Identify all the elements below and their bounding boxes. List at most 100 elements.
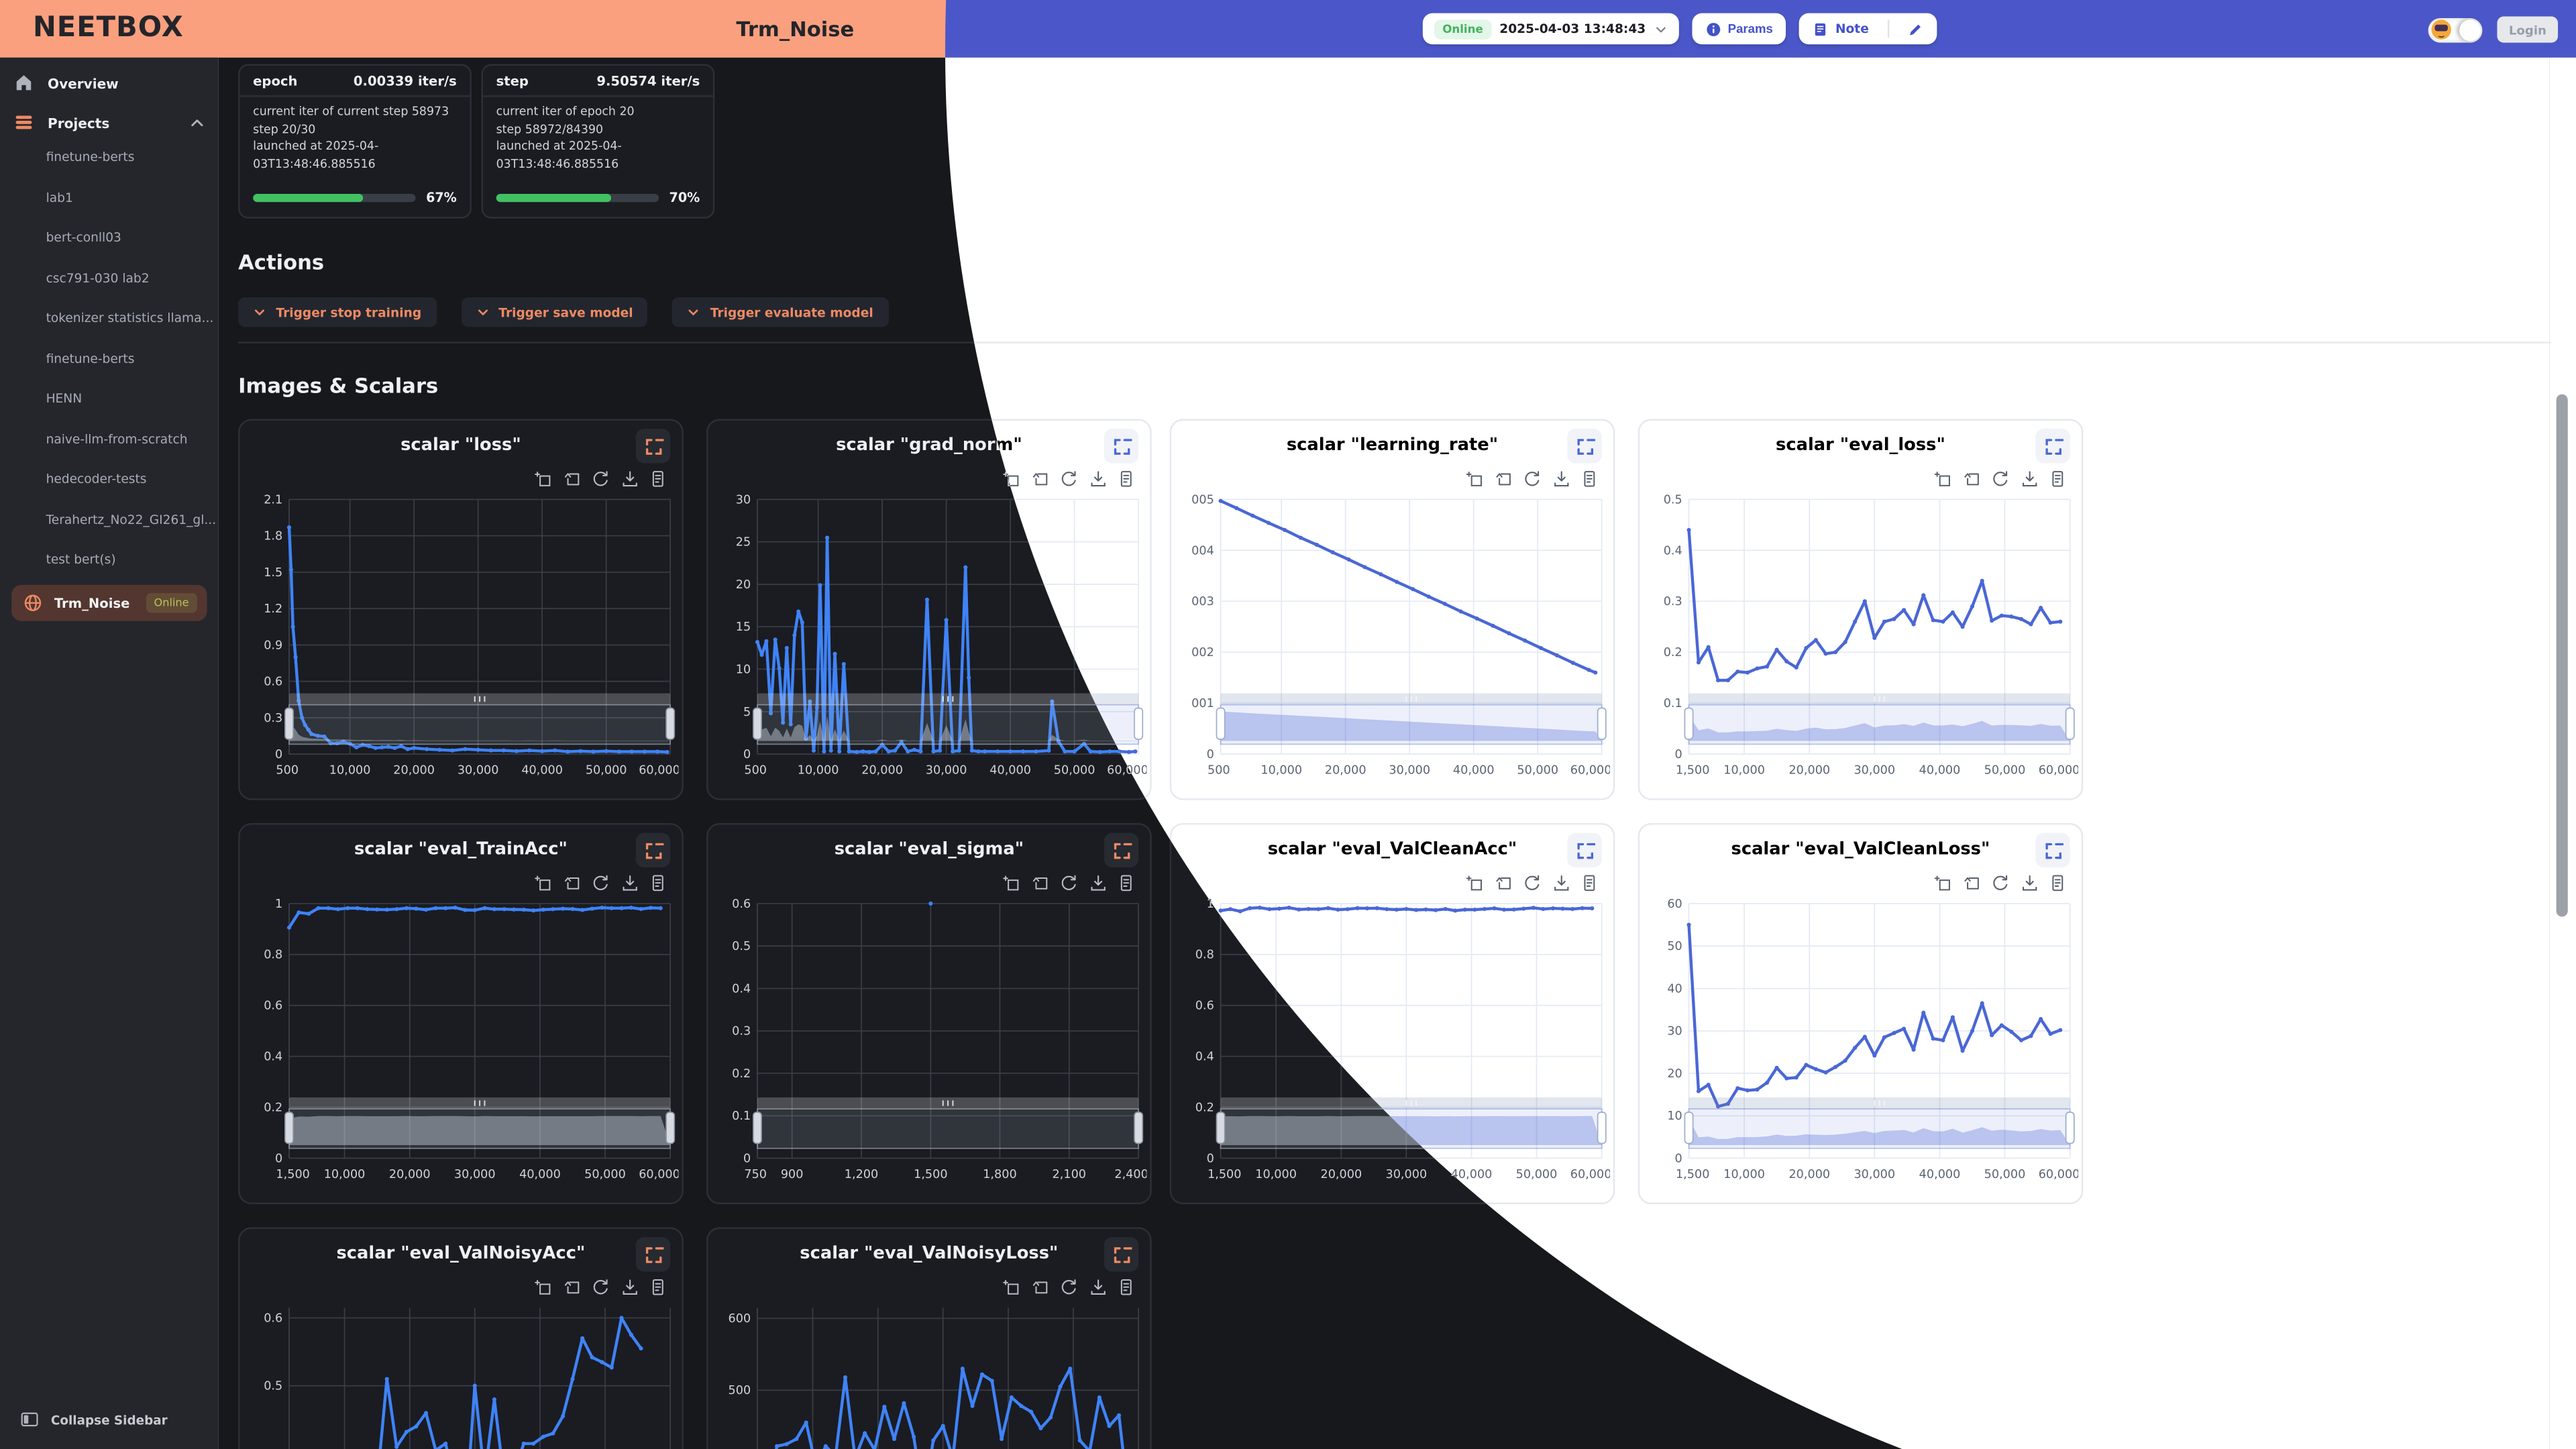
refresh-icon[interactable] [1991,874,2009,892]
download-icon[interactable] [620,470,638,488]
fullscreen-button[interactable] [1567,429,1602,464]
sidebar-item-project[interactable]: finetune-berts [46,350,135,366]
restore-selection-icon[interactable] [563,470,581,488]
datazoom-handle-right[interactable] [665,707,676,740]
sidebar-item-project[interactable]: bert-conll03 [46,229,121,245]
download-icon[interactable] [2020,874,2038,892]
scalar-line-chart[interactable]: 0 5 10 15 20 25 30 500 10,000 20,000 30,000 40,000 5… [714,490,1147,789]
sidebar-item-project[interactable]: HENN [46,390,83,406]
datazoom-handle-left[interactable] [284,1112,294,1144]
sidebar-item-project[interactable]: lab1 [46,189,73,205]
zoom-select-icon[interactable] [1002,874,1020,892]
sidebar-item-project[interactable]: tokenizer statistics llama... [46,310,214,325]
datazoom-handle-right[interactable] [1134,1112,1144,1144]
restore-selection-icon[interactable] [1494,874,1512,892]
datazoom-handle-left[interactable] [1216,707,1226,740]
datazoom-handle-left[interactable] [1216,1112,1226,1144]
sidebar-item-project[interactable]: test bert(s) [46,551,116,567]
restore-selection-icon[interactable] [1031,470,1049,488]
download-icon[interactable] [1552,470,1570,488]
scalar-line-chart[interactable]: 0.30.40.50.61,50010,00020,00030,00040,00… [246,1298,678,1449]
data-view-icon[interactable] [1117,470,1135,488]
action-trigger-button[interactable]: Trigger save model [460,297,648,327]
refresh-icon[interactable] [1523,470,1541,488]
refresh-icon[interactable] [592,470,610,488]
datazoom-handle-left[interactable] [284,707,294,740]
fullscreen-button[interactable] [1567,833,1602,868]
data-view-icon[interactable] [2049,470,2067,488]
fullscreen-button[interactable] [1104,429,1139,464]
datazoom-handle-left[interactable] [1684,1112,1694,1144]
sidebar-item-project[interactable]: csc791-030 lab2 [46,270,150,285]
data-view-icon[interactable] [649,874,667,892]
zoom-select-icon[interactable] [1002,1278,1020,1296]
scalar-line-chart[interactable]: 0 0.1 0.2 0.3 0.4 0.5 1,500 10,000 20,000 30,000 4… [1646,490,2078,789]
login-button[interactable]: Login [2497,16,2559,43]
download-icon[interactable] [2020,470,2038,488]
restore-selection-icon[interactable] [1962,470,1980,488]
fullscreen-button[interactable] [635,429,671,464]
zoom-select-icon[interactable] [1465,470,1483,488]
restore-selection-icon[interactable] [563,1278,581,1296]
datazoom-handle-right[interactable] [1597,707,1607,740]
collapse-sidebar-button[interactable]: Collapse Sidebar [19,1409,168,1429]
scalar-line-chart[interactable]: 0 10 20 30 40 50 60 1,500 10,000 20,000 30,000 40,0… [1646,894,2078,1193]
download-icon[interactable] [1088,874,1106,892]
datazoom-handle-left[interactable] [1684,707,1694,740]
fullscreen-button[interactable] [635,1237,671,1272]
download-icon[interactable] [1088,1278,1106,1296]
note-icon[interactable] [1813,21,1829,37]
zoom-select-icon[interactable] [1465,874,1483,892]
zoom-select-icon[interactable] [1933,874,1951,892]
datazoom-handle-left[interactable] [753,707,762,740]
datazoom-handle-left[interactable] [753,1112,762,1144]
restore-selection-icon[interactable] [1962,874,1980,892]
sidebar-group-projects[interactable]: Projects [13,112,206,133]
scalar-line-chart[interactable]: 0 0.3 0.6 0.9 1.2 1.5 1.8 2.1 500 10,000 20,000 30,… [246,490,678,789]
download-icon[interactable] [1552,874,1570,892]
toggle-knob[interactable] [2459,19,2481,41]
download-icon[interactable] [620,874,638,892]
restore-selection-icon[interactable] [1031,874,1049,892]
scalar-line-chart[interactable]: 0 0.1 0.2 0.3 0.4 0.5 0.6 750 900 1,200 1,500 1,800… [714,894,1146,1193]
data-view-icon[interactable] [649,1278,667,1296]
data-view-icon[interactable] [1117,1278,1135,1296]
restore-selection-icon[interactable] [1494,470,1512,488]
scalar-line-chart[interactable]: 3004005006001,50010,00020,00030,00040,00… [714,1298,1146,1449]
fullscreen-button[interactable] [635,833,671,868]
datazoom-handle-right[interactable] [2065,1112,2075,1144]
sidebar-item-active-project[interactable]: Trm_Noise Online [11,584,207,621]
vertical-scrollbar[interactable] [2549,57,2576,1449]
fullscreen-button[interactable] [2035,429,2070,464]
params-button[interactable]: Params [1691,13,1786,45]
refresh-icon[interactable] [1991,470,2009,488]
theme-toggle[interactable] [2428,17,2483,42]
download-icon[interactable] [1088,470,1106,488]
scrollbar-thumb[interactable] [2555,394,2567,917]
note-button[interactable]: Note [1835,21,1869,36]
data-view-icon[interactable] [2049,874,2067,892]
zoom-select-icon[interactable] [534,874,552,892]
restore-selection-icon[interactable] [1031,1278,1049,1296]
datazoom-handle-right[interactable] [665,1112,676,1144]
scalar-line-chart[interactable]: 0 0.2 0.4 0.6 0.8 1 1,500 10,000 20,000 30,000 40,… [246,894,678,1193]
action-trigger-button[interactable]: Trigger evaluate model [672,297,888,327]
action-trigger-button[interactable]: Trigger stop training [238,297,437,327]
data-view-icon[interactable] [1580,874,1599,892]
scalar-line-chart[interactable]: 0 001 002 003 004 005 500 10,000 20,000 30,000 40,… [1178,490,1610,789]
datazoom-handle-right[interactable] [1597,1112,1607,1144]
data-view-icon[interactable] [1117,874,1135,892]
refresh-icon[interactable] [1060,874,1078,892]
fullscreen-button[interactable] [2035,833,2070,868]
data-view-icon[interactable] [1580,470,1599,488]
run-selector-dropdown[interactable]: Online 2025-04-03 13:48:43 [1422,13,1679,45]
restore-selection-icon[interactable] [563,874,581,892]
refresh-icon[interactable] [1523,874,1541,892]
refresh-icon[interactable] [1060,1278,1078,1296]
datazoom-handle-right[interactable] [2065,707,2075,740]
zoom-select-icon[interactable] [534,470,552,488]
zoom-select-icon[interactable] [534,1278,552,1296]
sidebar-item-project[interactable]: finetune-berts [46,149,135,164]
sidebar-item-project[interactable]: Terahertz_No22_GI261_gl... [46,511,217,527]
download-icon[interactable] [620,1278,638,1296]
